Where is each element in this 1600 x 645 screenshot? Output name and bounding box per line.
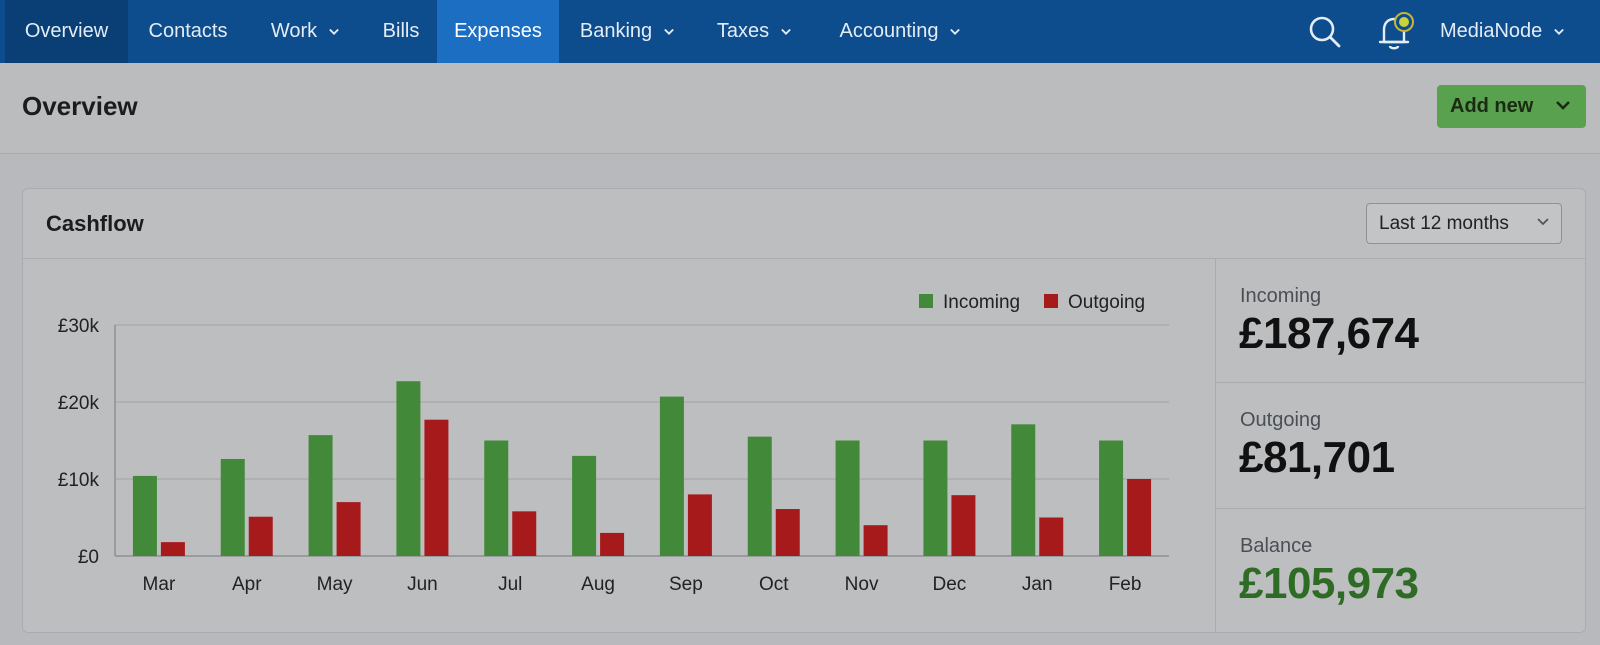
nav-banking[interactable]: Banking [565,0,689,63]
chevron-down-icon [329,28,339,35]
search-icon [1309,16,1341,47]
outgoing-bar [775,509,800,556]
outgoing-bar [1039,517,1064,556]
x-tick-label: Sep [669,574,703,595]
incoming-summary: Incoming £187,674 [1216,259,1586,383]
incoming-bar [835,440,860,556]
cashflow-card: Cashflow Last 12 months £0 £10k £20k £30k Ma… [22,188,1586,633]
incoming-label: Incoming [1240,285,1322,307]
nav-contacts[interactable]: Contacts [128,0,248,63]
nav-accounting-label: Accounting [839,20,939,42]
outgoing-legend-label: Outgoing [1068,292,1145,313]
chevron-down-icon [664,28,674,35]
summary-divider [1216,382,1586,383]
y-tick-label: £10k [58,470,100,491]
incoming-bar [572,455,597,556]
nav-overview[interactable]: Overview [5,0,128,63]
incoming-bar [132,475,157,556]
outgoing-bar [336,502,361,556]
incoming-bar [308,435,333,556]
balance-label: Balance [1240,535,1313,557]
nav-bills-label: Bills [382,20,420,42]
outgoing-bar [248,516,273,556]
x-tick-label: Mar [143,574,176,595]
x-tick-label: Dec [933,574,967,595]
page-header: Overview Add new [0,63,1600,154]
incoming-bar [659,396,684,556]
incoming-bar [923,440,948,556]
outgoing-bar [951,495,976,556]
x-tick-label: May [317,574,353,595]
search-button[interactable] [1305,0,1345,63]
chevron-down-icon [1537,218,1549,226]
incoming-bar [396,381,421,556]
page-title: Overview [22,91,138,121]
x-tick-label: Aug [581,574,615,595]
incoming-bar [1011,424,1036,556]
incoming-bar [747,436,772,556]
outgoing-summary: Outgoing £81,701 [1216,383,1586,507]
balance-value: £105,973 [1239,559,1419,608]
x-tick-label: Jan [1022,574,1053,595]
outgoing-bar [600,532,625,556]
y-tick-label: £20k [58,393,100,414]
y-tick-label: £0 [78,547,99,568]
nav-expenses[interactable]: Expenses [437,0,559,63]
outgoing-bar [863,525,888,556]
chevron-down-icon [1556,101,1570,110]
outgoing-legend-swatch [1044,294,1058,308]
x-tick-label: Nov [845,574,879,595]
outgoing-bar [687,494,712,556]
incoming-legend-swatch [919,294,933,308]
x-tick-label: Apr [232,574,262,595]
incoming-bar [220,458,245,556]
incoming-bar [484,440,509,556]
top-navigation: Overview Contacts Work Bills Expenses Ba… [0,0,1600,63]
y-tick-label: £30k [58,316,100,337]
cashflow-chart-svg: £0 £10k £20k £30k Mar Apr May Jun Jul Aug Sep Oct No… [58,292,1169,595]
nav-expenses-label: Expenses [454,20,542,42]
nav-taxes[interactable]: Taxes [704,0,804,63]
cashflow-chart: £0 £10k £20k £30k Mar Apr May Jun Jul Aug Sep Oct No… [23,259,1215,633]
nav-banking-label: Banking [579,20,653,42]
nav-accounting[interactable]: Accounting [820,0,980,63]
account-name: MediaNode [1440,20,1543,42]
cashflow-summary: Incoming £187,674 Outgoing £81,701 Balan… [1215,259,1586,633]
nav-work-label: Work [270,20,318,42]
incoming-bar [1099,440,1124,556]
date-range-select[interactable]: Last 12 months [1366,203,1562,244]
card-title: Cashflow [46,211,144,236]
outgoing-value: £81,701 [1239,433,1395,482]
balance-summary: Balance £105,973 [1216,509,1586,633]
add-new-label: Add new [1450,95,1534,117]
x-tick-label: Jul [498,574,522,595]
summary-divider [1216,508,1586,509]
nav-contacts-label: Contacts [148,20,228,42]
bell-icon [1378,11,1414,49]
nav-work[interactable]: Work [250,0,360,63]
x-tick-label: Jun [407,574,438,595]
outgoing-bar [424,419,449,556]
add-new-button[interactable]: Add new [1437,85,1586,128]
outgoing-bar [1127,479,1152,556]
cashflow-card-header: Cashflow Last 12 months [23,189,1585,259]
x-tick-label: Feb [1109,574,1142,595]
date-range-value: Last 12 months [1379,212,1509,234]
account-menu[interactable]: MediaNode [1440,0,1595,63]
chevron-down-icon [950,28,961,35]
incoming-value: £187,674 [1239,309,1419,358]
nav-taxes-label: Taxes [716,20,770,42]
chevron-down-icon [1554,28,1565,35]
notifications-button[interactable] [1372,0,1418,63]
nav-overview-label: Overview [24,20,109,42]
chevron-down-icon [781,28,791,35]
outgoing-bar [160,542,185,556]
outgoing-bar [512,511,537,556]
x-tick-label: Oct [759,574,789,595]
nav-bills[interactable]: Bills [366,0,436,63]
outgoing-label: Outgoing [1240,409,1322,431]
incoming-legend-label: Incoming [943,292,1020,313]
